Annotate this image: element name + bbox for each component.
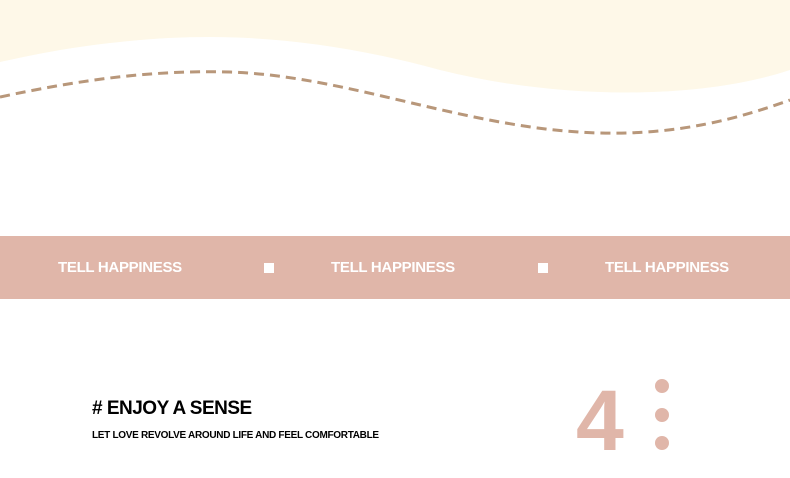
dot-icon bbox=[655, 436, 669, 450]
dashed-wave-line bbox=[0, 70, 790, 135]
section-subtitle: LET LOVE REVOLVE AROUND LIFE AND FEEL CO… bbox=[92, 430, 379, 441]
band-text: TELL HAPPINESS bbox=[331, 259, 455, 276]
wave-background bbox=[0, 0, 790, 135]
cream-wave bbox=[0, 0, 790, 93]
section-title: # ENJOY A SENSE bbox=[92, 398, 252, 419]
tagline-band bbox=[0, 236, 790, 299]
dot-icon bbox=[655, 408, 669, 422]
dot-icon bbox=[655, 379, 669, 393]
square-separator-icon bbox=[264, 263, 274, 273]
band-text: TELL HAPPINESS bbox=[58, 259, 182, 276]
square-separator-icon bbox=[538, 263, 548, 273]
band-text: TELL HAPPINESS bbox=[605, 259, 729, 276]
section-number: 4 bbox=[576, 373, 624, 469]
